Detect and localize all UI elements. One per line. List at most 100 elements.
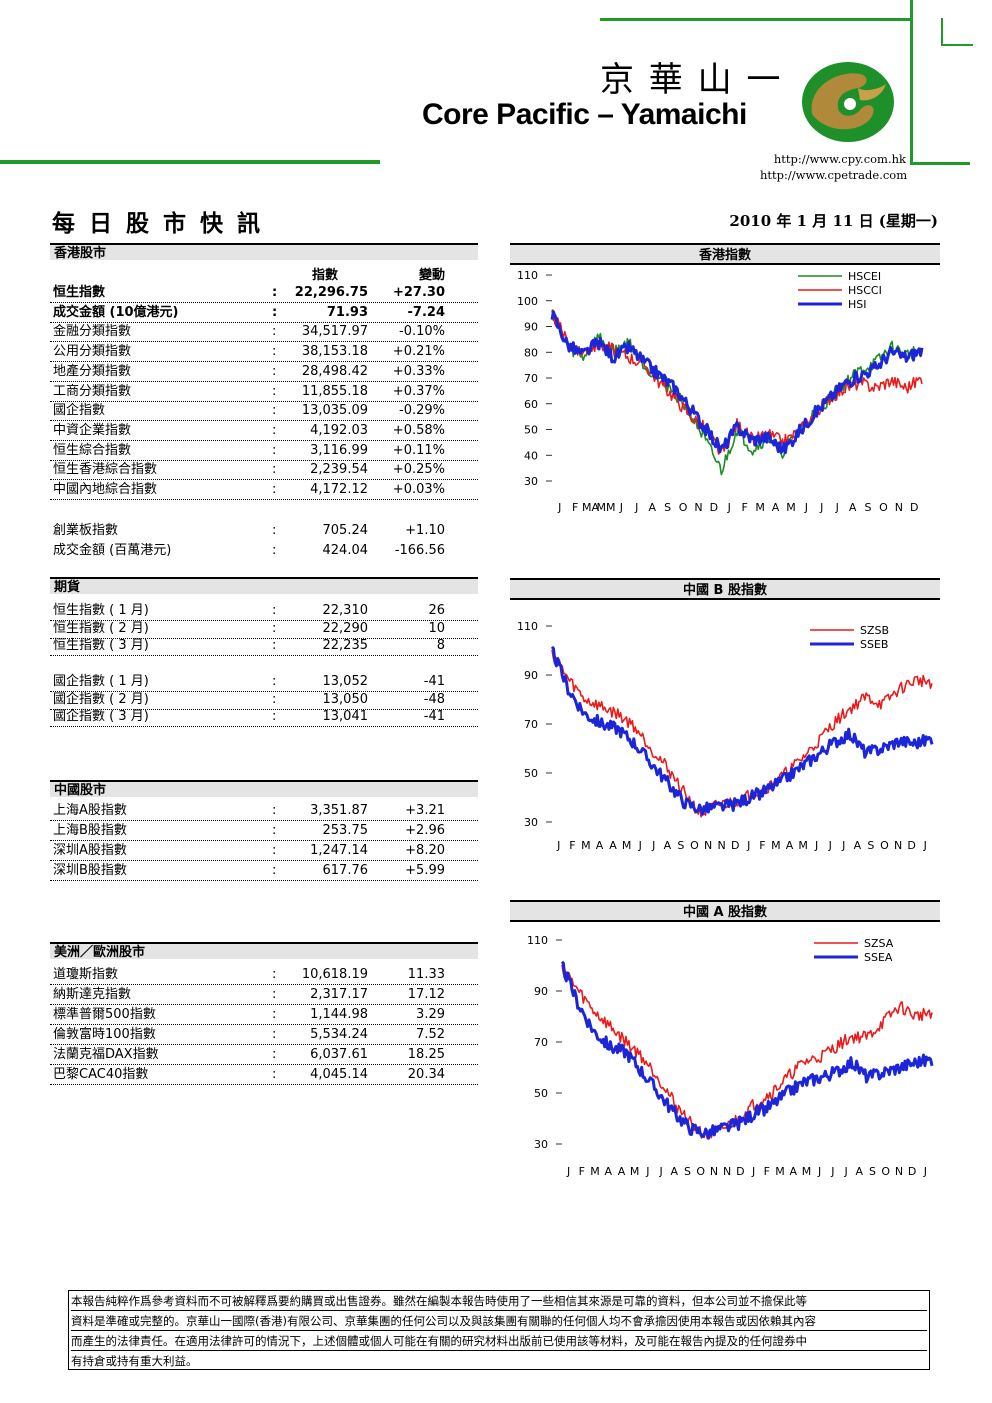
x-tick-label: A <box>618 1165 626 1178</box>
row-colon: : <box>272 462 277 478</box>
x-tick-label: O <box>881 1165 890 1178</box>
table-row: 巴黎CAC40指數: 4,045.14 20.34 <box>50 1065 478 1085</box>
row-change-value: -48 <box>423 691 445 707</box>
row-name: 中資企業指數 <box>53 422 132 438</box>
x-tick-label: J <box>835 501 839 514</box>
col-index-label: 指數 <box>311 268 338 283</box>
row-colon: : <box>272 843 277 858</box>
x-tick-label: N <box>704 839 712 852</box>
x-tick-label: F <box>569 839 575 852</box>
x-tick-label: S <box>664 501 671 514</box>
row-index-value: 3,116.99 <box>310 442 368 458</box>
x-tick-label: F <box>742 501 748 514</box>
brand-english: Core Pacific – Yamaichi <box>422 98 747 131</box>
table-row: 深圳A股指數: 1,247.14 +8.20 <box>50 841 478 861</box>
chart-title-hk: 香港指數 <box>510 243 940 265</box>
x-tick-label: J <box>658 1165 662 1178</box>
row-name: 工商分類指數 <box>53 383 132 399</box>
x-tick-label: S <box>867 839 874 852</box>
y-tick-label: 30 <box>524 475 538 488</box>
row-name: 中國內地綜合指數 <box>53 482 158 497</box>
url-cpy[interactable]: http://www.cpy.com.hk <box>773 152 906 166</box>
row-name: 創業板指數 <box>53 523 119 538</box>
row-colon: : <box>272 638 277 653</box>
row-change-value: -41 <box>423 674 445 689</box>
row-index-value: 705.24 <box>322 523 369 538</box>
row-index-value: 4,045.14 <box>310 1067 368 1082</box>
row-name: 國企指數 ( 1 月) <box>53 674 149 689</box>
company-logo <box>802 62 894 142</box>
x-tick-label: J <box>638 839 642 852</box>
row-name: 法蘭克福DAX指數 <box>53 1047 159 1062</box>
x-tick-label: A <box>609 839 617 852</box>
legend-label: HSCEI <box>848 270 881 283</box>
row-index-value: 253.75 <box>322 823 369 838</box>
row-name: 標準普爾500指數 <box>53 1007 156 1022</box>
table-row: 上海B股指數: 253.75 +2.96 <box>50 821 478 841</box>
row-index-value: 4,192.03 <box>310 422 368 438</box>
table-row: 倫敦富時100指數: 5,534.24 7.52 <box>50 1025 478 1045</box>
disclaimer-line: 資料是準確或完整的。京華山一國際(香港)有限公司、京華集團的任何公司以及與該集團… <box>71 1311 927 1331</box>
row-name: 恒生綜合指數 <box>53 442 132 458</box>
row-change-value: +5.99 <box>405 863 445 878</box>
disclaimer-box: 本報告純粹作爲參考資料而不可被解釋爲要約購買或出售證券。雖然在編製本報告時使用了… <box>68 1290 930 1370</box>
y-tick-label: 40 <box>524 449 538 462</box>
x-tick-label: J <box>814 839 818 852</box>
row-index-value: 3,351.87 <box>310 803 368 818</box>
row-colon: : <box>272 1007 277 1022</box>
url-cpetrade[interactable]: http://www.cpetrade.com <box>760 168 908 182</box>
row-colon: : <box>272 1027 277 1042</box>
row-change-value: +0.33% <box>392 363 445 379</box>
row-index-value: 10,618.19 <box>301 967 368 982</box>
x-tick-label: J <box>634 501 638 514</box>
row-change-value: 18.25 <box>407 1047 445 1062</box>
row-colon: : <box>272 442 277 458</box>
header-line-top <box>600 18 910 21</box>
row-colon: : <box>272 1067 277 1082</box>
section-us-eu: 美洲／歐洲股市 <box>50 942 478 960</box>
row-colon: : <box>272 324 277 340</box>
y-tick-label: 110 <box>517 620 538 633</box>
table-row: 上海A股指數: 3,351.87 +3.21 <box>50 801 478 821</box>
series-line-hscei <box>551 310 923 476</box>
x-tick-label: A <box>648 501 656 514</box>
x-tick-label: D <box>731 839 739 852</box>
row-index-value: 424.04 <box>322 543 369 558</box>
x-tick-label: S <box>865 501 872 514</box>
row-name: 恒生香港綜合指數 <box>53 462 158 478</box>
row-index-value: 22,310 <box>322 603 369 618</box>
row-change-value: 3.29 <box>416 1007 445 1022</box>
x-tick-label: D <box>710 501 718 514</box>
x-tick-label: A <box>786 839 794 852</box>
table-row: 國企指數 ( 1 月): 13,052 -41 <box>50 672 478 692</box>
row-name: 深圳A股指數 <box>53 843 127 858</box>
row-colon: : <box>272 363 277 379</box>
series-line-szsb <box>551 649 933 818</box>
row-colon: : <box>272 674 277 689</box>
y-tick-label: 70 <box>524 372 538 385</box>
x-tick-label: A <box>596 839 604 852</box>
row-index-value: 38,153.18 <box>301 344 368 360</box>
row-name: 金融分類指數 <box>53 324 132 340</box>
report-date: 2010 年 1 月 11 日 (星期一) <box>729 212 938 230</box>
row-colon: : <box>272 344 277 360</box>
chart-title-china-b: 中國 B 股指數 <box>510 578 940 600</box>
x-tick-label: O <box>880 839 889 852</box>
row-change-value: -166.56 <box>394 543 445 558</box>
x-tick-label: S <box>677 839 684 852</box>
row-colon: : <box>272 543 277 558</box>
x-tick-label: O <box>879 501 888 514</box>
x-tick-label: A <box>854 839 862 852</box>
x-tick-label: N <box>894 839 902 852</box>
y-tick-label: 90 <box>534 985 548 998</box>
row-change-value: -7.24 <box>407 304 445 320</box>
y-tick-label: 30 <box>534 1138 548 1151</box>
row-change-value: 7.52 <box>416 1027 445 1042</box>
row-index-value: 2,239.54 <box>310 462 368 478</box>
row-colon: : <box>272 304 278 320</box>
table-row: 國企指數 ( 3 月): 13,041 -41 <box>50 707 478 727</box>
row-change-value: +8.20 <box>405 843 445 858</box>
row-colon: : <box>272 285 278 300</box>
row-index-value: 6,037.61 <box>310 1047 368 1062</box>
x-tick-label: J <box>727 501 731 514</box>
